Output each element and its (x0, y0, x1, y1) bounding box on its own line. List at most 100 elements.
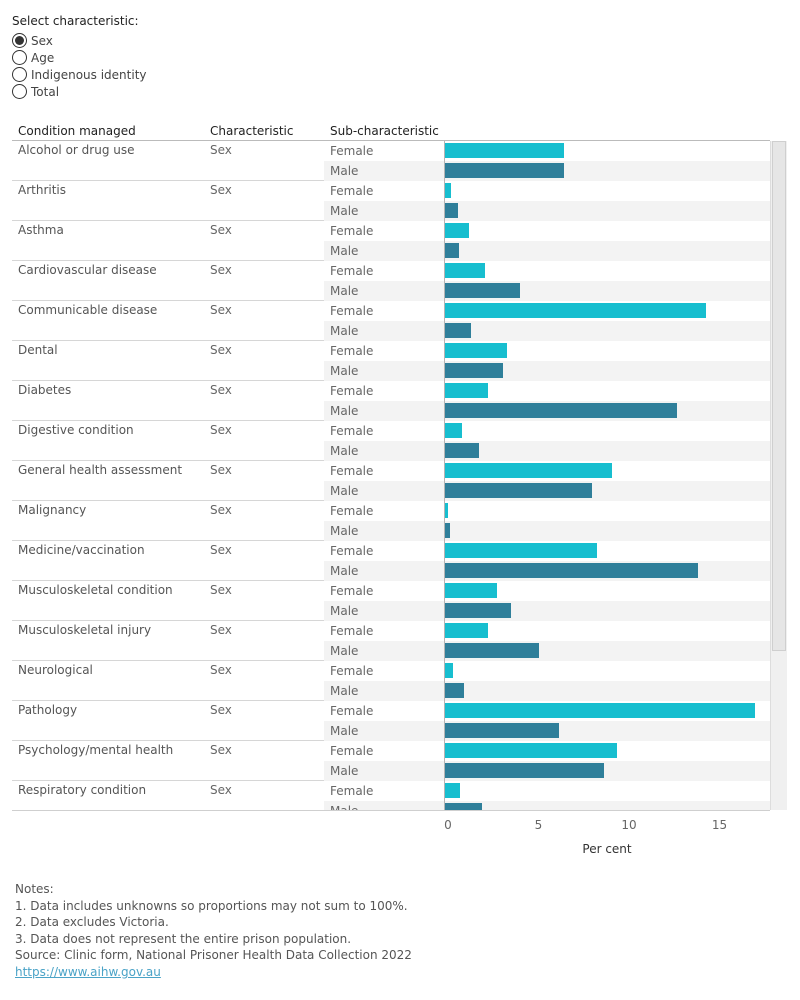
sub-row-female: Female (324, 301, 770, 321)
bar-female[interactable] (445, 703, 755, 718)
bar-female[interactable] (445, 783, 461, 798)
radio-option-sex[interactable]: Sex (12, 32, 147, 49)
bar-female[interactable] (445, 743, 617, 758)
bar-male[interactable] (445, 723, 560, 738)
sub-characteristic-label: Male (330, 604, 359, 618)
bar-female[interactable] (445, 543, 598, 558)
condition-label: General health assessment (18, 463, 183, 477)
bar-male[interactable] (445, 323, 472, 338)
sub-characteristic-label: Female (330, 224, 374, 238)
bar-male[interactable] (445, 803, 483, 810)
sub-row-female: Female (324, 461, 770, 481)
characteristic-label: Sex (210, 183, 232, 197)
radio-button[interactable] (12, 84, 27, 99)
table-row: Neurological Sex Female Male (12, 661, 770, 701)
bar-male[interactable] (445, 483, 592, 498)
table-row: Alcohol or drug use Sex Female Male (12, 141, 770, 181)
header-characteristic: Characteristic (210, 124, 294, 138)
radio-button[interactable] (12, 50, 27, 65)
characteristic-label: Sex (210, 263, 232, 277)
sub-row-male: Male (324, 401, 770, 421)
characteristic-label: Sex (210, 703, 232, 717)
bar-male[interactable] (445, 563, 699, 578)
selector-title: Select characteristic: (12, 14, 139, 28)
sub-row-male: Male (324, 681, 770, 701)
sub-row-male: Male (324, 521, 770, 541)
bar-male[interactable] (445, 443, 480, 458)
sub-characteristic-label: Female (330, 664, 374, 678)
radio-label: Indigenous identity (31, 67, 147, 82)
radio-option-indigenous-identity[interactable]: Indigenous identity (12, 66, 147, 83)
sub-row-male: Male (324, 481, 770, 501)
radio-button[interactable] (12, 67, 27, 82)
sub-row-female: Female (324, 421, 770, 441)
characteristic-label: Sex (210, 383, 232, 397)
bar-female[interactable] (445, 503, 448, 518)
condition-label: Cardiovascular disease (18, 263, 157, 277)
bar-male[interactable] (445, 363, 503, 378)
bar-female[interactable] (445, 463, 612, 478)
radio-option-age[interactable]: Age (12, 49, 147, 66)
sub-row-male: Male (324, 721, 770, 741)
bar-male[interactable] (445, 163, 565, 178)
bar-female[interactable] (445, 303, 706, 318)
sub-characteristic-label: Male (330, 564, 359, 578)
aihw-link[interactable]: https://www.aihw.gov.au (15, 964, 161, 979)
bar-male[interactable] (445, 523, 450, 538)
sub-characteristic-label: Female (330, 264, 374, 278)
bar-female[interactable] (445, 223, 470, 238)
table-row: Musculoskeletal injury Sex Female Male (12, 621, 770, 661)
sub-characteristic-label: Female (330, 344, 374, 358)
sub-row-female: Female (324, 181, 770, 201)
sub-characteristic-label: Male (330, 204, 359, 218)
header-condition: Condition managed (18, 124, 136, 138)
bar-female[interactable] (445, 263, 485, 278)
condition-label: Malignancy (18, 503, 87, 517)
bar-female[interactable] (445, 183, 452, 198)
bar-male[interactable] (445, 243, 460, 258)
characteristic-label: Sex (210, 543, 232, 557)
bar-male[interactable] (445, 203, 458, 218)
sub-characteristic-label: Male (330, 524, 359, 538)
radio-option-total[interactable]: Total (12, 83, 147, 100)
bar-female[interactable] (445, 583, 498, 598)
condition-label: Pathology (18, 703, 78, 717)
chart-table[interactable]: Alcohol or drug use Sex Female Male Arthriti… (12, 141, 770, 810)
chart-rows: Alcohol or drug use Sex Female Male Arthriti… (12, 141, 770, 810)
bar-male[interactable] (445, 603, 512, 618)
table-row: Asthma Sex Female Male (12, 221, 770, 261)
sub-row-female: Female (324, 341, 770, 361)
vertical-scrollbar[interactable] (770, 141, 787, 810)
bar-male[interactable] (445, 683, 464, 698)
bar-female[interactable] (445, 343, 507, 358)
characteristic-label: Sex (210, 463, 232, 477)
sub-characteristic-label: Male (330, 364, 359, 378)
header-sub-characteristic: Sub-characteristic (330, 124, 439, 138)
note-line: 2. Data excludes Victoria. (15, 915, 169, 930)
sub-characteristic-label: Female (330, 544, 374, 558)
condition-label: Alcohol or drug use (18, 143, 135, 157)
bar-male[interactable] (445, 403, 677, 418)
bar-female[interactable] (445, 623, 489, 638)
radio-button[interactable] (12, 33, 27, 48)
scrollbar-thumb[interactable] (772, 141, 786, 651)
sub-row-female: Female (324, 501, 770, 521)
bar-male[interactable] (445, 283, 521, 298)
sub-characteristic-label: Female (330, 184, 374, 198)
condition-label: Dental (18, 343, 58, 357)
axis-baseline (12, 810, 770, 811)
table-row: Musculoskeletal condition Sex Female Male (12, 581, 770, 621)
bar-female[interactable] (445, 383, 489, 398)
bar-female[interactable] (445, 663, 454, 678)
sub-characteristic-label: Male (330, 284, 359, 298)
bar-male[interactable] (445, 643, 540, 658)
bar-female[interactable] (445, 423, 463, 438)
characteristic-label: Sex (210, 303, 232, 317)
bar-female[interactable] (445, 143, 565, 158)
notes: Notes: 1. Data includes unknowns so prop… (15, 881, 412, 981)
radio-label: Sex (31, 33, 53, 48)
condition-label: Arthritis (18, 183, 67, 197)
sub-row-male: Male (324, 801, 770, 810)
sub-characteristic-label: Male (330, 644, 359, 658)
bar-male[interactable] (445, 763, 605, 778)
